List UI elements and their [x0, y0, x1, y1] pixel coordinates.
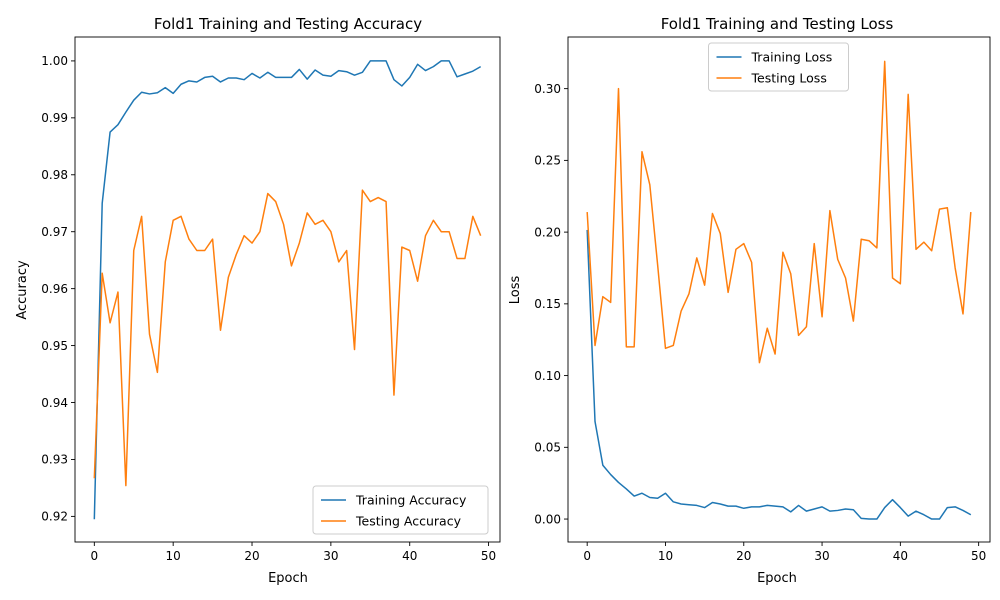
accuracy-chart-y-tick-label: 1.00 — [41, 54, 68, 68]
loss-chart-testing-loss-line — [586, 60, 972, 364]
accuracy-chart-ticks: 0 10 20 30 40 50 0.92 0.93 0.94 0.95 0.96 0.97 0.98 0… — [41, 54, 496, 563]
accuracy-chart-y-tick-label: 0.98 — [41, 168, 68, 182]
loss-chart-panel: Fold1 Training and Testing Loss 0 10 20 30 4… — [508, 15, 991, 586]
accuracy-chart-x-axis-label: Epoch — [268, 571, 308, 586]
loss-chart-plot — [586, 60, 972, 520]
loss-chart-y-tick-label: 0.30 — [534, 82, 561, 96]
accuracy-chart-training-accuracy-line — [93, 60, 482, 520]
accuracy-chart-x-tick-label: 40 — [402, 549, 417, 563]
accuracy-chart-plot — [93, 60, 482, 520]
accuracy-chart-y-tick-label: 0.92 — [41, 510, 68, 524]
loss-chart-x-tick-label: 50 — [971, 549, 986, 563]
loss-chart-y-tick-label: 0.15 — [534, 297, 561, 311]
loss-chart-ticks: 0 10 20 30 40 50 0.00 0.05 0.10 0.15 0.20 0.25 0.30 — [534, 82, 986, 563]
loss-chart-x-tick-label: 20 — [736, 549, 751, 563]
loss-chart-legend-testing-loss-label: Testing Loss — [751, 71, 827, 86]
loss-chart-y-tick-label: 0.00 — [534, 512, 561, 526]
accuracy-chart-x-tick-label: 30 — [323, 549, 338, 563]
accuracy-chart-panel: Fold1 Training and Testing Accuracy 0 10 2… — [15, 15, 501, 586]
loss-chart-x-tick-label: 0 — [583, 549, 591, 563]
loss-chart-x-tick-label: 40 — [893, 549, 908, 563]
accuracy-chart-y-tick-label: 0.93 — [41, 453, 68, 467]
accuracy-chart-legend: Training Accuracy Testing Accuracy — [312, 485, 489, 535]
loss-chart-y-tick-label: 0.10 — [534, 369, 561, 383]
accuracy-chart-x-tick-label: 50 — [481, 549, 496, 563]
loss-chart-y-tick-label: 0.20 — [534, 225, 561, 239]
accuracy-chart-testing-accuracy-line — [93, 189, 482, 487]
accuracy-chart-y-tick-label: 0.94 — [41, 396, 68, 410]
accuracy-chart-x-tick-label: 0 — [90, 549, 98, 563]
loss-chart-legend-training-loss-label: Training Loss — [751, 50, 833, 65]
accuracy-chart-y-tick-label: 0.96 — [41, 282, 68, 296]
accuracy-chart-legend-testing-accuracy-label: Testing Accuracy — [355, 514, 462, 529]
accuracy-chart-legend-training-accuracy-label: Training Accuracy — [355, 493, 467, 508]
accuracy-chart-legend-box — [312, 485, 489, 535]
loss-chart-y-tick-label: 0.05 — [534, 441, 561, 455]
accuracy-chart-x-tick-label: 10 — [166, 549, 181, 563]
accuracy-chart-y-tick-label: 0.99 — [41, 111, 68, 125]
loss-chart-legend: Training Loss Testing Loss — [708, 42, 849, 92]
accuracy-chart-y-tick-label: 0.97 — [41, 225, 68, 239]
loss-chart-title: Fold1 Training and Testing Loss — [661, 15, 894, 33]
loss-chart-x-tick-label: 30 — [814, 549, 829, 563]
accuracy-chart-title: Fold1 Training and Testing Accuracy — [154, 15, 422, 33]
loss-chart-y-axis-label: Loss — [508, 276, 523, 305]
accuracy-chart-y-axis-label: Accuracy — [15, 260, 30, 320]
loss-chart-legend-box — [708, 42, 849, 92]
loss-chart-y-tick-label: 0.25 — [534, 154, 561, 168]
accuracy-chart-x-tick-label: 20 — [244, 549, 259, 563]
loss-chart-x-axis-label: Epoch — [757, 571, 797, 586]
accuracy-chart-y-tick-label: 0.95 — [41, 339, 68, 353]
loss-chart-x-tick-label: 10 — [658, 549, 673, 563]
accuracy-chart-frame — [74, 36, 501, 543]
loss-chart-training-loss-line — [586, 229, 972, 520]
loss-chart-frame — [567, 36, 991, 543]
